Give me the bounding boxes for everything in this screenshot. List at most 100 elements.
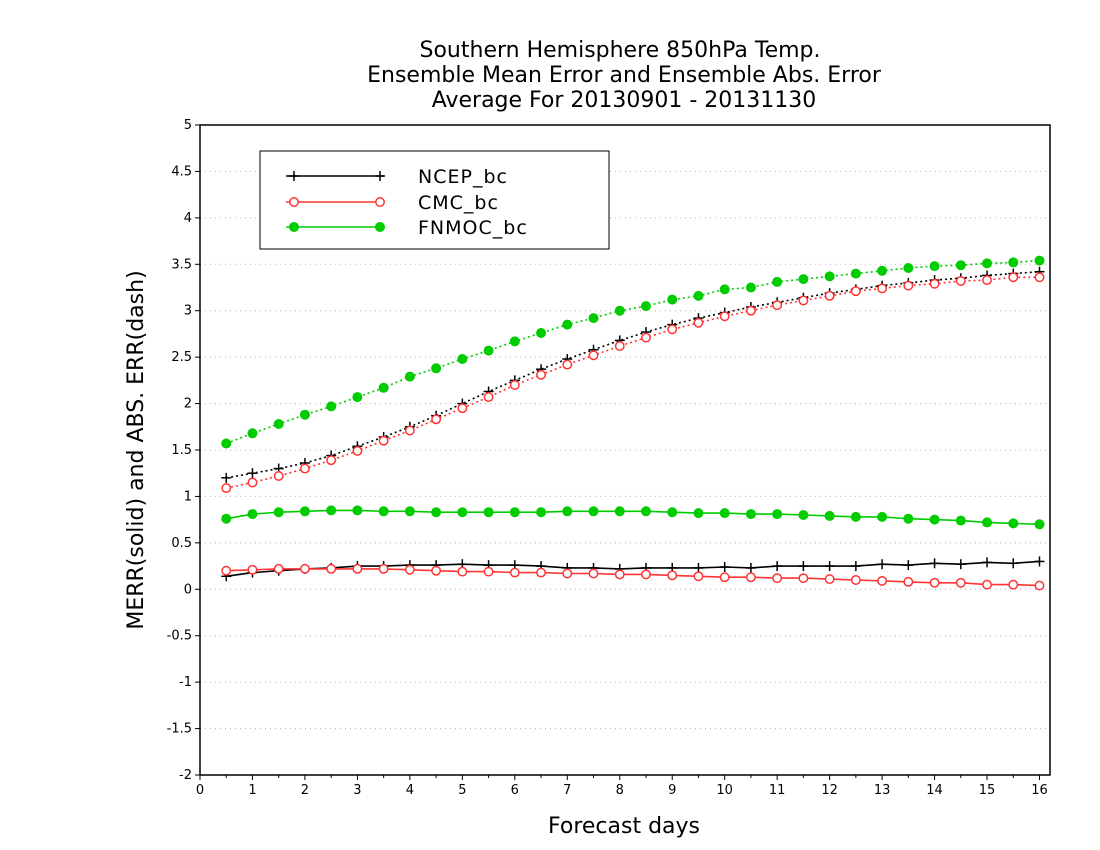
merr-point bbox=[404, 506, 415, 517]
abs-err-point bbox=[431, 414, 442, 425]
merr-point bbox=[745, 509, 756, 520]
merr-point bbox=[640, 506, 651, 517]
merr-point bbox=[457, 507, 468, 518]
merr-point bbox=[247, 509, 258, 520]
merr-point bbox=[299, 506, 310, 517]
abs-err-point bbox=[772, 300, 783, 311]
abs-err-point bbox=[247, 477, 258, 488]
merr-point bbox=[614, 569, 625, 580]
y-axis-label: MERR(solid) and ABS. ERR(dash) bbox=[124, 270, 149, 629]
x-tick-label: 4 bbox=[406, 783, 414, 798]
x-tick-label: 13 bbox=[874, 783, 891, 798]
x-tick-label: 5 bbox=[458, 783, 466, 798]
abs-err-point bbox=[929, 261, 940, 272]
merr-point bbox=[1008, 518, 1019, 529]
abs-err-point bbox=[982, 275, 992, 286]
abs-err-point bbox=[745, 305, 756, 316]
merr-point bbox=[457, 566, 468, 577]
merr-point bbox=[1008, 558, 1019, 569]
merr-point bbox=[772, 561, 783, 572]
series-fnmoc_bc bbox=[221, 255, 1045, 530]
y-tick-label: -2 bbox=[179, 768, 192, 783]
merr-point bbox=[798, 573, 809, 584]
merr-point bbox=[404, 564, 415, 575]
merr-point bbox=[1034, 556, 1045, 567]
merr-point bbox=[536, 567, 546, 578]
abs-err-point bbox=[247, 428, 258, 439]
merr-point bbox=[562, 506, 573, 517]
abs-err-point bbox=[483, 392, 494, 403]
merr-point bbox=[562, 568, 573, 579]
abs-err-point bbox=[378, 382, 389, 393]
abs-err-point bbox=[588, 313, 599, 324]
abs-err-point bbox=[221, 483, 232, 494]
y-tick-label: 2.5 bbox=[171, 350, 192, 365]
merr-point bbox=[798, 561, 809, 572]
merr-point bbox=[824, 510, 835, 521]
merr-point bbox=[352, 505, 363, 516]
merr-point bbox=[982, 557, 993, 568]
merr-point bbox=[903, 576, 914, 587]
abs-err-point bbox=[772, 276, 783, 287]
merr-point bbox=[352, 563, 363, 574]
legend-samples bbox=[286, 171, 385, 232]
merr-point bbox=[326, 505, 337, 516]
abs-err-point bbox=[798, 295, 809, 306]
abs-err-point bbox=[641, 332, 651, 343]
abs-err-point bbox=[798, 274, 809, 285]
merr-point bbox=[509, 507, 520, 518]
abs-err-point bbox=[667, 294, 678, 305]
merr-point bbox=[877, 559, 888, 570]
y-tick-label: -0.5 bbox=[167, 629, 192, 644]
chart-title-line-1: Southern Hemisphere 850hPa Temp. bbox=[420, 38, 821, 63]
y-tick-label: 1 bbox=[184, 489, 192, 504]
chart-title: Southern Hemisphere 850hPa Temp. Ensembl… bbox=[367, 38, 882, 113]
merr-point bbox=[588, 506, 599, 517]
abs-err-point bbox=[299, 409, 310, 420]
abs-err-point bbox=[562, 359, 573, 370]
abs-err-point bbox=[693, 290, 704, 301]
legend-label-fnmoc: FNMOC_bc bbox=[418, 217, 528, 239]
abs-err-point bbox=[719, 284, 730, 295]
x-tick-label: 2 bbox=[301, 783, 309, 798]
x-tick-label: 7 bbox=[563, 783, 571, 798]
merr-point bbox=[745, 562, 756, 573]
abs-err-point bbox=[1008, 272, 1019, 283]
merr-point bbox=[719, 508, 730, 519]
abs-err-point bbox=[745, 282, 756, 293]
merr-point bbox=[588, 568, 599, 579]
y-tick-label: -1.5 bbox=[167, 722, 192, 737]
merr-point bbox=[824, 574, 835, 585]
abs-err-point bbox=[1034, 255, 1045, 266]
merr-point bbox=[431, 565, 442, 576]
legend-marker bbox=[289, 171, 299, 181]
abs-err-point bbox=[903, 263, 914, 273]
legend: NCEP_bc CMC_bc FNMOC_bc bbox=[259, 150, 610, 250]
merr-point bbox=[850, 575, 861, 585]
abs-err-point bbox=[431, 363, 442, 374]
merr-point bbox=[378, 506, 389, 517]
abs-err-point bbox=[247, 468, 258, 479]
abs-err-point bbox=[509, 336, 520, 347]
merr-point bbox=[667, 507, 678, 518]
y-tick-label: 0.5 bbox=[171, 536, 192, 551]
abs-err-point bbox=[273, 419, 284, 429]
abs-err-point bbox=[693, 317, 704, 328]
merr-point bbox=[929, 514, 940, 525]
legend-marker bbox=[289, 197, 299, 207]
abs-err-point bbox=[850, 286, 861, 297]
y-tick-label: 3.5 bbox=[171, 257, 192, 272]
abs-err-point bbox=[326, 455, 337, 466]
x-tick-label: 14 bbox=[926, 783, 943, 798]
series-cmc_bc bbox=[221, 272, 1045, 591]
merr-point bbox=[719, 572, 730, 583]
merr-point bbox=[798, 510, 809, 520]
legend-marker bbox=[375, 222, 385, 232]
merr-point bbox=[1008, 579, 1019, 590]
merr-point bbox=[667, 570, 678, 581]
merr-point bbox=[299, 563, 310, 574]
abs-err-point bbox=[221, 438, 232, 449]
merr-point bbox=[929, 558, 940, 569]
x-tick-label: 11 bbox=[769, 783, 786, 798]
